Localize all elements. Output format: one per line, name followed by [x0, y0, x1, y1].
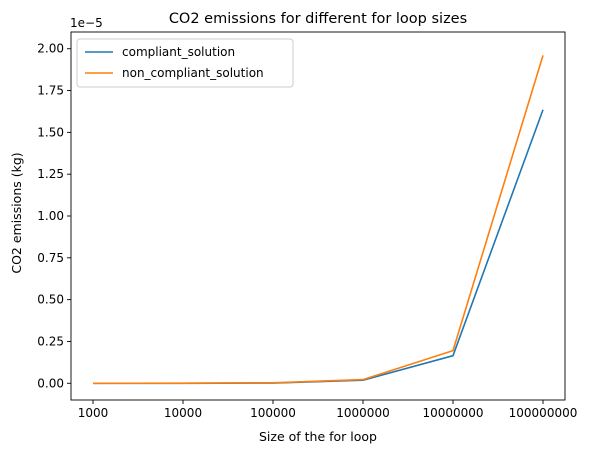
- y-offset-label: 1e−5: [70, 16, 103, 30]
- y-tick-label: 1.25: [37, 167, 64, 181]
- y-tick-label: 2.00: [37, 42, 64, 56]
- legend-box: [76, 38, 294, 88]
- y-tick-label: 0.50: [37, 293, 64, 307]
- legend-label-compliant_solution: compliant_solution: [122, 45, 235, 59]
- x-tick-label: 100000: [250, 406, 296, 420]
- x-tick-label: 1000: [78, 406, 109, 420]
- y-tick-label: 0.25: [37, 334, 64, 348]
- y-axis-label: CO2 emissions (kg): [9, 152, 24, 273]
- y-tick-label: 0.00: [37, 376, 64, 390]
- y-tick-label: 0.75: [37, 251, 64, 265]
- plot-area: 1000 10000 100000 1000000 10000000 100000000 0…: [37, 31, 578, 420]
- legend: compliant_solution non_compliant_solution: [76, 38, 294, 88]
- x-tick-label: 10000000: [422, 406, 483, 420]
- x-tick-label: 10000: [164, 406, 202, 420]
- x-tick-label: 1000000: [336, 406, 389, 420]
- series-line-non_compliant_solution: [92, 55, 544, 385]
- x-tick-label: 100000000: [509, 406, 578, 420]
- chart-title: CO2 emissions for different for loop siz…: [169, 11, 467, 27]
- y-tick-label: 1.50: [37, 125, 64, 139]
- y-tick-label: 1.00: [37, 209, 64, 223]
- y-tick-label: 1.75: [37, 84, 64, 98]
- legend-label-non_compliant_solution: non_compliant_solution: [122, 66, 264, 80]
- x-axis-label: Size of the for loop: [259, 429, 377, 444]
